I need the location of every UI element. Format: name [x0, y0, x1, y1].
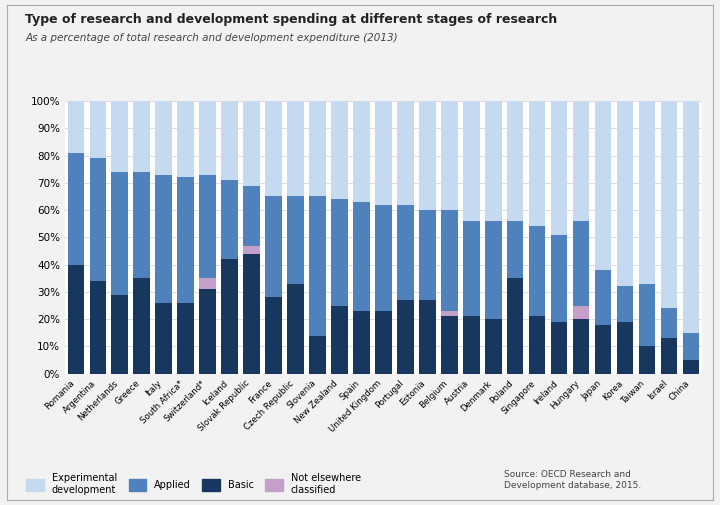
- Bar: [133, 101, 150, 172]
- Bar: [68, 101, 84, 153]
- Bar: [639, 101, 655, 284]
- Bar: [112, 294, 128, 374]
- Bar: [177, 303, 194, 374]
- Bar: [683, 333, 699, 360]
- Bar: [463, 221, 480, 317]
- Bar: [551, 101, 567, 235]
- Bar: [331, 101, 348, 199]
- Bar: [573, 221, 590, 306]
- Bar: [375, 101, 392, 205]
- Bar: [68, 265, 84, 374]
- Bar: [112, 101, 128, 172]
- Bar: [221, 180, 238, 259]
- Bar: [331, 199, 348, 306]
- Bar: [529, 317, 546, 374]
- Bar: [507, 221, 523, 278]
- Bar: [265, 196, 282, 297]
- Bar: [507, 278, 523, 374]
- Bar: [243, 254, 260, 374]
- Bar: [617, 101, 634, 286]
- Bar: [463, 317, 480, 374]
- Bar: [617, 322, 634, 374]
- Bar: [595, 101, 611, 270]
- Bar: [310, 335, 325, 374]
- Bar: [573, 101, 590, 221]
- Bar: [683, 360, 699, 374]
- Bar: [485, 101, 502, 221]
- Bar: [199, 289, 216, 374]
- Bar: [199, 278, 216, 289]
- Bar: [485, 319, 502, 374]
- Bar: [354, 101, 369, 202]
- Bar: [441, 317, 457, 374]
- Bar: [112, 172, 128, 294]
- Bar: [529, 101, 546, 226]
- Bar: [375, 205, 392, 311]
- Bar: [441, 101, 457, 210]
- Bar: [375, 311, 392, 374]
- Bar: [397, 205, 413, 300]
- Bar: [397, 300, 413, 374]
- Bar: [683, 101, 699, 333]
- Text: As a percentage of total research and development expenditure (2013): As a percentage of total research and de…: [25, 33, 398, 43]
- Bar: [199, 101, 216, 175]
- Bar: [221, 259, 238, 374]
- Bar: [89, 101, 106, 158]
- Bar: [463, 101, 480, 221]
- Bar: [441, 210, 457, 311]
- Bar: [639, 346, 655, 374]
- Legend: Experimental
development, Applied, Basic, Not elsewhere
classified: Experimental development, Applied, Basic…: [27, 474, 361, 495]
- Bar: [661, 338, 678, 374]
- Bar: [177, 101, 194, 177]
- Bar: [485, 221, 502, 319]
- Bar: [243, 245, 260, 254]
- Bar: [639, 284, 655, 346]
- Bar: [661, 101, 678, 308]
- Bar: [156, 175, 172, 303]
- Text: Type of research and development spending at different stages of research: Type of research and development spendin…: [25, 13, 557, 26]
- Bar: [133, 172, 150, 278]
- Bar: [156, 303, 172, 374]
- Bar: [177, 177, 194, 303]
- Bar: [354, 202, 369, 311]
- Bar: [243, 101, 260, 185]
- Bar: [354, 311, 369, 374]
- Bar: [331, 306, 348, 374]
- Bar: [573, 306, 590, 319]
- Bar: [89, 158, 106, 281]
- Bar: [507, 101, 523, 221]
- Bar: [529, 226, 546, 317]
- Bar: [441, 311, 457, 317]
- Bar: [133, 278, 150, 374]
- Bar: [287, 284, 304, 374]
- Bar: [397, 101, 413, 205]
- Bar: [68, 153, 84, 265]
- Bar: [156, 101, 172, 175]
- Bar: [617, 286, 634, 322]
- Bar: [595, 270, 611, 325]
- Bar: [265, 101, 282, 196]
- Bar: [199, 175, 216, 278]
- Bar: [419, 101, 436, 210]
- Text: Source: OECD Research and
Development database, 2015.: Source: OECD Research and Development da…: [504, 471, 642, 490]
- Bar: [265, 297, 282, 374]
- Bar: [573, 319, 590, 374]
- Bar: [419, 210, 436, 300]
- Bar: [419, 300, 436, 374]
- Bar: [221, 101, 238, 180]
- Bar: [310, 101, 325, 196]
- Bar: [243, 185, 260, 245]
- Bar: [551, 235, 567, 322]
- Bar: [287, 196, 304, 284]
- Bar: [310, 196, 325, 335]
- Bar: [661, 308, 678, 338]
- Bar: [89, 281, 106, 374]
- Bar: [287, 101, 304, 196]
- Bar: [551, 322, 567, 374]
- Bar: [595, 325, 611, 374]
